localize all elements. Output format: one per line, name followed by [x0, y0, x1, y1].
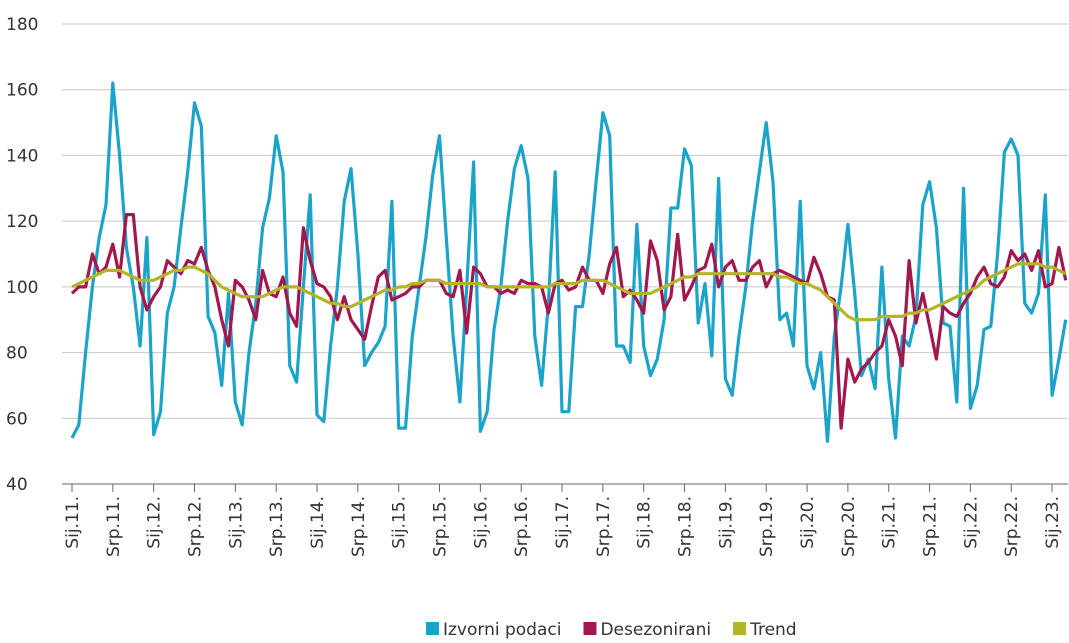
y-tick-label: 180 — [6, 15, 38, 35]
legend-swatch — [426, 622, 439, 635]
legend-label: Desezonirani — [600, 620, 711, 639]
x-tick-label: Sij.23. — [1043, 496, 1063, 549]
x-tick-label: Sij.20. — [798, 496, 818, 549]
x-tick-label: Srp.15. — [431, 496, 451, 557]
legend-swatch — [583, 622, 597, 635]
x-tick-label: Sij.19. — [716, 496, 736, 549]
legend-label: Izvorni podaci — [443, 620, 561, 639]
series-line — [71, 262, 1067, 322]
x-tick-label: Sij.18. — [635, 496, 655, 549]
y-tick-label: 120 — [6, 212, 38, 232]
x-tick-label: Sij.21. — [880, 496, 900, 549]
x-tick-label: Sij.11. — [63, 496, 83, 549]
legend-label: Trend — [749, 620, 797, 639]
x-tick-label: Srp.18. — [676, 496, 696, 557]
y-tick-label: 140 — [6, 146, 38, 166]
x-tick-label: Srp.19. — [757, 496, 777, 557]
x-tick-label: Srp.22. — [1002, 496, 1022, 557]
legend: Izvorni podaci Desezonirani Trend — [426, 620, 797, 640]
y-tick-label: 100 — [6, 278, 38, 298]
x-tick-label: Srp.21. — [921, 496, 941, 557]
x-tick-label: Srp.20. — [839, 496, 859, 557]
y-tick-label: 60 — [6, 409, 28, 429]
legend-swatch — [733, 622, 747, 635]
x-tick-label: Sij.13. — [226, 496, 246, 549]
x-tick-label: Srp.11. — [104, 496, 124, 557]
x-tick-label: Srp.12. — [186, 496, 206, 557]
y-tick-label: 40 — [6, 475, 28, 495]
y-tick-label: 80 — [6, 344, 28, 364]
x-tick-label: Srp.14. — [349, 496, 369, 557]
y-tick-label: 160 — [6, 81, 38, 101]
x-tick-label: Sij.14. — [308, 496, 328, 549]
x-tick-label: Sij.16. — [471, 496, 491, 549]
x-tick-label: Srp.13. — [267, 496, 287, 557]
x-tick-label: Sij.12. — [145, 496, 165, 549]
x-tick-label: Sij.15. — [390, 496, 410, 549]
x-tick-label: Sij.22. — [961, 496, 981, 549]
series-line — [70, 213, 1068, 430]
x-tick-label: Srp.16. — [512, 496, 532, 557]
x-tick-label: Srp.17. — [594, 496, 614, 557]
series-line — [70, 81, 1068, 443]
x-tick-label: Sij.17. — [553, 496, 573, 549]
